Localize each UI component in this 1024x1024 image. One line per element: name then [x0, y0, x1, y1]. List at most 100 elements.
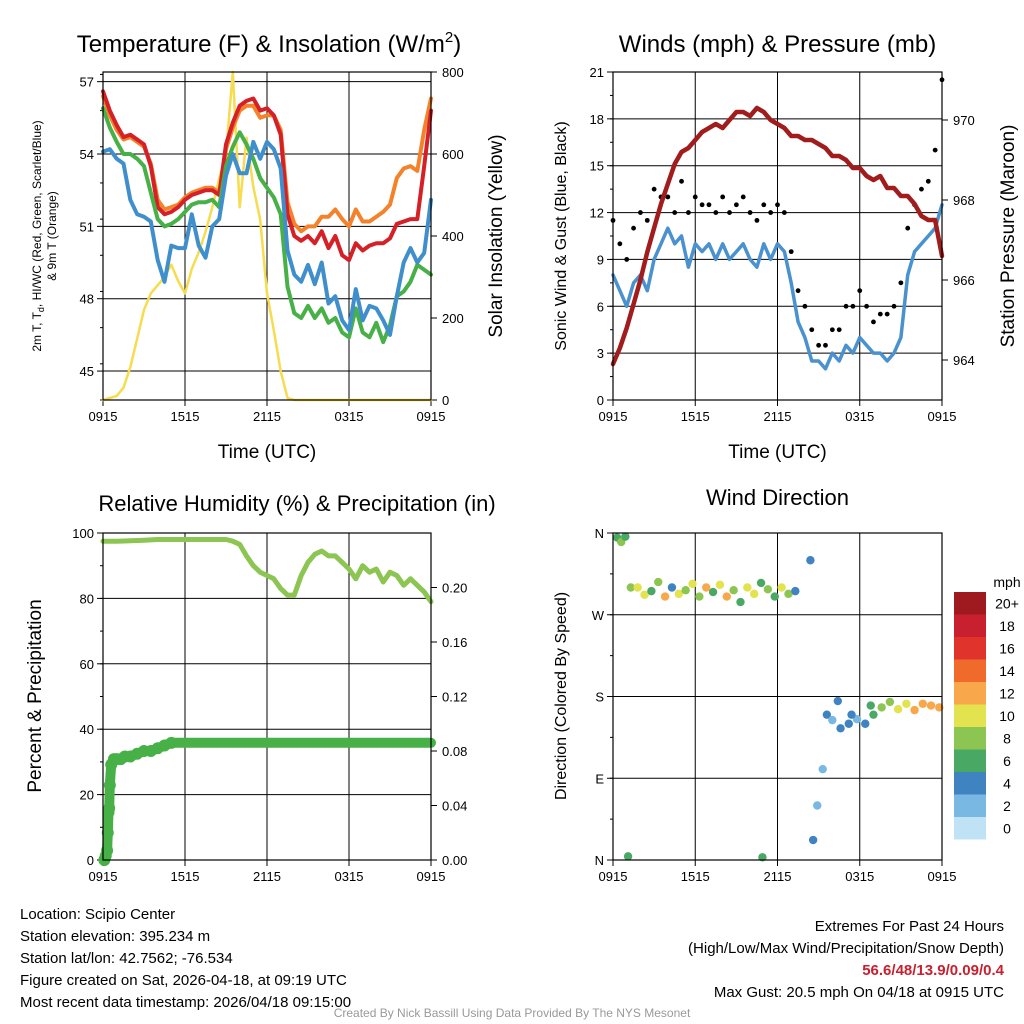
y-axis-label-part: 2m T, T: [30, 311, 44, 351]
wind-direction-point: [749, 589, 759, 599]
colorbar-swatch: [954, 704, 986, 727]
precip-point: [101, 826, 114, 839]
colorbar-label: 6: [1003, 753, 1011, 769]
wind-direction-point: [756, 578, 766, 588]
wind-direction-point: [791, 586, 800, 596]
x-tick-label: 0915: [928, 409, 957, 424]
chart-panel-humidity: 0915 1515 2115 0315 09150204060801000.000.04…: [25, 491, 496, 884]
y2-tick-label: 966: [953, 273, 975, 288]
wind-direction-point: [623, 852, 633, 861]
gust-point: [877, 311, 883, 317]
station-info: Location: Scipio Center Station elevatio…: [20, 904, 351, 1014]
wind-direction-point: [715, 580, 725, 589]
gust-point: [679, 178, 684, 184]
gust-point: [816, 342, 822, 348]
plot-border: [102, 532, 432, 861]
y2-tick-label: 0.20: [442, 581, 467, 596]
figure-created: Figure created on Sat, 2026-04-18, at 09…: [20, 972, 347, 989]
y-tick-label: 15: [590, 159, 604, 174]
gust-point: [857, 288, 863, 294]
wind-direction-point: [869, 710, 878, 719]
speed-colorbar: mph 20+ 18 16 14 12 10 8 6 4 2 0: [954, 574, 1021, 840]
series-line-td: [101, 106, 433, 345]
wind-direction-point: [833, 696, 843, 706]
wind-direction-point: [893, 705, 903, 714]
gust-point: [768, 210, 774, 215]
wind-direction-point: [626, 583, 636, 592]
colorbar-label: 12: [999, 685, 1015, 701]
gust-point: [754, 217, 760, 223]
wind-direction-point: [770, 592, 779, 601]
x-tick-label: 0915: [89, 409, 118, 424]
x-tick-label: 0915: [417, 409, 446, 424]
station-location: Location: Scipio Center: [20, 906, 176, 923]
extremes-title: Extremes For Past 24 Hours: [814, 918, 1004, 935]
gust-point: [713, 210, 719, 215]
gust-point: [685, 210, 691, 215]
y-tick-label: E: [595, 771, 604, 786]
colorbar-swatch: [954, 614, 986, 637]
wind-direction-point: [918, 699, 928, 708]
x-tick-label: 1515: [171, 409, 200, 424]
extremes-values: 56.6/48/13.9/0.09/0.4: [862, 962, 1004, 979]
y-tick-label: 0: [87, 853, 94, 868]
colorbar-label: 16: [999, 640, 1015, 656]
colorbar-label: 14: [999, 663, 1015, 679]
wind-direction-point: [722, 592, 731, 601]
wind-direction-point: [763, 585, 773, 594]
gust-point: [905, 225, 911, 231]
y-tick-label: 20: [80, 788, 94, 803]
chart-title: Wind Direction: [706, 485, 849, 510]
precip-point: [103, 779, 116, 792]
x-tick-label: 2115: [253, 409, 281, 424]
wind-direction-point: [885, 697, 895, 707]
y-tick-label: 48: [80, 292, 94, 307]
wind-direction-point: [729, 586, 738, 595]
y-tick-label: W: [592, 608, 605, 623]
y2-tick-label: 200: [442, 311, 464, 326]
wind-direction-point: [784, 589, 793, 599]
y-tick-label: S: [595, 690, 604, 705]
gust-point: [788, 249, 794, 255]
colorbar-label: 20+: [995, 595, 1019, 611]
wind-direction-point: [877, 703, 886, 712]
y2-tick-label: 600: [442, 147, 464, 162]
y2-tick-label: 0.04: [442, 799, 467, 814]
gust-point: [891, 303, 897, 309]
wind-direction-point: [621, 532, 630, 541]
wind-direction-point: [674, 589, 683, 599]
colorbar-swatch: [954, 772, 986, 795]
colorbar-label: 18: [999, 618, 1015, 634]
colorbar-swatch: [954, 794, 986, 817]
y2-tick-label: 970: [953, 113, 975, 128]
y-tick-label: 12: [590, 206, 604, 221]
x-tick-label: 0915: [928, 869, 957, 884]
x-tick-label: 2115: [253, 869, 281, 884]
gust-point: [638, 210, 643, 215]
y-axis-label: Percent & Precipitation: [25, 599, 46, 792]
y-tick-label: 100: [72, 526, 94, 541]
y-tick-label: 54: [80, 147, 94, 162]
gust-point: [898, 280, 904, 286]
y-tick-label: 80: [80, 591, 94, 606]
y2-tick-label: 800: [442, 65, 464, 80]
extremes-panel: Extremes For Past 24 Hours (High/Low/Max…: [688, 916, 1004, 1004]
gust-point: [761, 202, 767, 208]
gust-point: [823, 342, 828, 348]
chart-panel-temperature: 0915 1515 2115 0315 0915 45 48 51 54 57 0 200 400 600…: [30, 29, 507, 463]
y-tick-label: 40: [80, 722, 94, 737]
gust-point: [727, 210, 732, 215]
wind-direction-point: [758, 853, 767, 862]
gust-point: [740, 194, 746, 200]
y-tick-label: N: [595, 853, 604, 868]
y2-tick-label: 0.08: [442, 744, 467, 759]
colorbar-swatch: [954, 817, 986, 840]
y-axis-label: Direction (Colored By Speed): [553, 592, 570, 800]
gust-point: [829, 327, 835, 333]
wind-direction-point: [861, 719, 870, 728]
y-tick-label: 45: [80, 364, 94, 379]
station-elevation: Station elevation: 395.234 m: [20, 928, 211, 945]
credit-line: Created By Nick Bassill Using Data Provi…: [333, 1006, 691, 1020]
gust-point: [795, 288, 801, 294]
gust-point: [781, 210, 787, 215]
